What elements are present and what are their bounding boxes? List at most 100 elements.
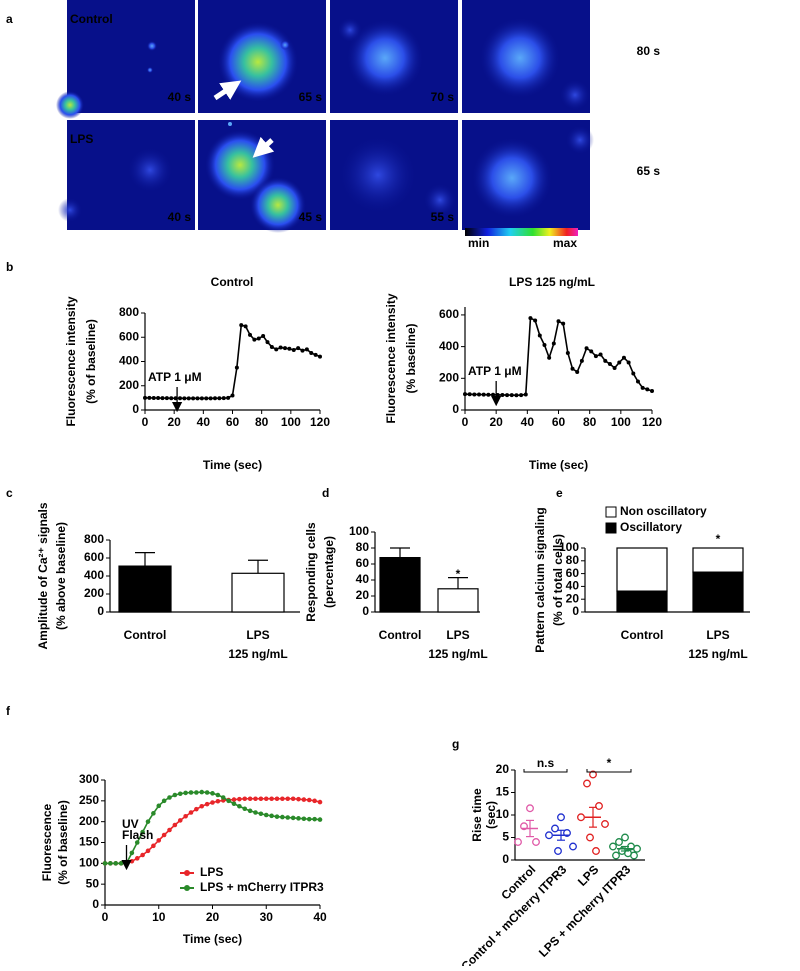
data-point xyxy=(183,813,188,819)
data-point xyxy=(309,351,314,356)
legend-label: LPS + mCherry ITPR3 xyxy=(200,880,324,894)
colorbar-max: max xyxy=(553,236,577,250)
time-label: 65 s xyxy=(299,90,323,104)
data-point xyxy=(519,393,524,398)
data-point xyxy=(312,816,317,822)
data-point xyxy=(199,803,205,809)
significance: * xyxy=(716,532,721,546)
data-point xyxy=(213,396,217,401)
data-point xyxy=(595,802,603,810)
data-point xyxy=(182,396,187,401)
data-point xyxy=(253,796,258,802)
bar-segment xyxy=(692,571,744,613)
y-tick-label: 0 xyxy=(572,604,579,618)
x-tick-label: 100 xyxy=(611,415,631,429)
error-bar xyxy=(390,547,410,558)
y-tick-label: 20 xyxy=(496,762,510,776)
data-point xyxy=(306,797,312,803)
data-point xyxy=(215,792,221,798)
y-tick-label: 600 xyxy=(119,329,139,343)
data-point xyxy=(640,385,645,390)
y-tick-label: 0 xyxy=(92,897,99,911)
data-point xyxy=(177,791,183,797)
y-tick-label: 0 xyxy=(132,402,139,416)
data-point xyxy=(296,816,301,821)
data-point xyxy=(145,819,151,824)
data-point xyxy=(545,831,553,840)
x-tick-label: 0 xyxy=(462,415,469,429)
data-point xyxy=(167,795,172,800)
image xyxy=(330,120,458,230)
data-point xyxy=(317,799,323,805)
data-point xyxy=(280,814,285,820)
y-tick-label: 800 xyxy=(84,532,104,546)
x-tick-label: LPS xyxy=(575,862,601,888)
data-point xyxy=(221,396,226,401)
x-tick-label: 80 xyxy=(583,415,597,429)
data-point xyxy=(301,816,307,822)
data-point xyxy=(630,851,638,860)
time-label: 70 s xyxy=(431,90,455,104)
data-point xyxy=(108,861,113,866)
colorbar-min: min xyxy=(468,236,489,250)
data-point xyxy=(151,811,156,816)
y-axis-label: (% baseline) xyxy=(404,323,418,393)
data-point xyxy=(178,396,182,401)
chart-title: Control xyxy=(211,275,254,289)
data-point xyxy=(514,393,519,398)
x-tick-label: LPS xyxy=(706,628,729,642)
data-point xyxy=(145,848,151,854)
colorbar xyxy=(465,228,578,236)
data-point xyxy=(556,319,561,324)
error-label: ± 6.22 xyxy=(701,591,735,605)
data-point xyxy=(237,796,242,802)
data-point xyxy=(247,796,253,802)
x-tick-label: 20 xyxy=(206,910,220,924)
data-point xyxy=(253,810,258,815)
data-point xyxy=(526,804,534,813)
data-point xyxy=(296,346,301,351)
data-point xyxy=(575,369,580,374)
bar xyxy=(379,556,421,613)
data-point xyxy=(243,324,248,329)
data-point xyxy=(601,820,609,828)
image xyxy=(198,120,326,233)
y-axis-label: Fluorescence intensity xyxy=(384,293,398,423)
data-point xyxy=(278,345,283,350)
panel-letter: f xyxy=(6,704,11,718)
data-point xyxy=(140,829,145,835)
y-tick-label: 300 xyxy=(79,772,99,786)
y-tick-label: 0 xyxy=(452,402,459,416)
y-tick-label: 200 xyxy=(79,814,99,828)
data-point xyxy=(477,392,482,397)
x-tick-label: Control xyxy=(379,628,422,642)
image xyxy=(462,0,590,113)
data-point xyxy=(304,347,309,352)
annotation: ATP 1 μM xyxy=(148,370,202,384)
data-point xyxy=(258,811,264,817)
data-point xyxy=(208,396,213,401)
data-point xyxy=(505,393,510,398)
data-point xyxy=(285,815,291,820)
y-tick-label: 15 xyxy=(496,785,510,799)
y-axis-label: (sec) xyxy=(484,801,498,829)
comparison-bracket xyxy=(523,769,568,773)
data-point xyxy=(274,814,280,819)
data-point xyxy=(164,396,169,401)
x-tick-label: 60 xyxy=(552,415,566,429)
data-point xyxy=(557,813,565,822)
data-point xyxy=(129,858,135,864)
data-point xyxy=(242,806,248,812)
data-point xyxy=(584,346,589,351)
x-tick-label: 20 xyxy=(167,415,181,429)
panel-letter: g xyxy=(452,737,459,751)
data-point xyxy=(274,347,279,352)
data-point xyxy=(481,392,486,397)
data-point xyxy=(143,395,147,400)
y-tick-label: 400 xyxy=(119,354,139,368)
data-point xyxy=(194,806,199,812)
annotation: ATP 1 μM xyxy=(468,364,522,378)
row-label: Control xyxy=(70,12,113,26)
y-tick-label: 40 xyxy=(566,579,580,593)
data-point xyxy=(609,842,617,851)
